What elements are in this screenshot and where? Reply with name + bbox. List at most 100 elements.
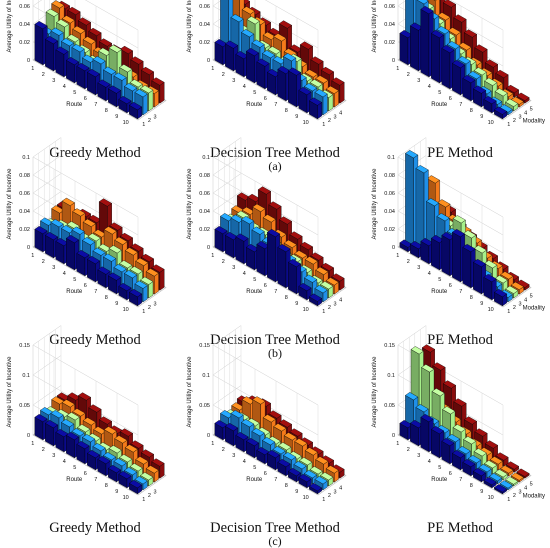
modality-tick-label: 1: [507, 309, 510, 315]
bar-m1-r9: [118, 470, 132, 489]
z-tick-label: 0.1: [202, 155, 210, 161]
bar-m1-r4: [65, 431, 80, 459]
bar-m1-r8: [107, 272, 122, 295]
bar-m4-r10: [510, 472, 524, 483]
modality-tick-label: 2: [513, 305, 516, 311]
modality-tick-label: 1: [322, 122, 325, 128]
bar-m3-r10: [505, 476, 519, 487]
route-tick-label: 5: [73, 465, 76, 471]
modality-tick-label: 1: [142, 122, 145, 128]
route-tick-label: 6: [449, 96, 452, 102]
panel-title: PE Method: [427, 145, 493, 161]
z-tick-label: 0: [27, 433, 30, 439]
bar-m1-r7: [97, 455, 111, 477]
z-tick-label: 0: [392, 58, 395, 64]
z-tick-label: 0.04: [384, 22, 395, 28]
bar-m1-r10: [493, 484, 508, 495]
bar-m1-r2: [224, 40, 239, 72]
modality-tick-label: 2: [328, 118, 331, 124]
modality-tick-label: 4: [524, 110, 527, 116]
z-tick-label: 0: [392, 433, 395, 439]
panel-title: Decision Tree Method: [210, 520, 340, 536]
z-axis-label: Average Utility of Incentive: [7, 0, 13, 52]
route-tick-label: 7: [274, 477, 277, 483]
route-tick-label: 3: [52, 265, 55, 271]
modality-tick-label: 1: [142, 309, 145, 315]
route-axis-label: Route: [246, 477, 263, 483]
bar-m1-r1: [34, 225, 48, 253]
route-axis-label: Route: [66, 477, 83, 483]
route-tick-label: 4: [63, 271, 66, 277]
route-tick-label: 7: [94, 289, 97, 295]
z-tick-label: 0.06: [384, 191, 395, 197]
route-tick-label: 1: [396, 253, 399, 259]
route-tick-label: 9: [115, 301, 118, 307]
route-tick-label: 8: [470, 295, 473, 301]
route-tick-label: 3: [232, 265, 235, 271]
z-tick-label: 0.02: [384, 227, 395, 233]
modality-tick-label: 2: [328, 493, 331, 499]
route-tick-label: 2: [222, 259, 225, 265]
chart-panel-c2: 0 0.05 0.1 0.15 Average Utility of Incentive…: [187, 325, 347, 536]
route-tick-label: 3: [232, 78, 235, 84]
bar-m1-r10: [308, 482, 323, 495]
route-tick-label: 4: [243, 84, 246, 90]
route-tick-label: 8: [285, 295, 288, 301]
route-tick-label: 10: [303, 495, 309, 501]
z-tick-label: 0.05: [199, 403, 210, 409]
bar-m1-r5: [256, 446, 270, 465]
route-tick-label: 2: [407, 447, 410, 453]
route-tick-label: 10: [488, 307, 494, 313]
route-tick-label: 4: [63, 84, 66, 90]
bar-m1-r9: [483, 95, 497, 114]
z-tick-label: 0.04: [19, 209, 30, 215]
route-tick-label: 6: [84, 283, 87, 289]
z-tick-label: 0: [207, 433, 210, 439]
z-tick-label: 0.15: [384, 343, 395, 349]
modality-tick-label: 5: [530, 481, 533, 487]
z-axis-label: Average Utility of Incentive: [372, 168, 378, 240]
route-tick-label: 5: [253, 277, 256, 283]
route-tick-label: 8: [105, 483, 108, 489]
z-tick-label: 0.08: [19, 173, 30, 179]
route-tick-label: 6: [449, 471, 452, 477]
route-tick-label: 9: [115, 114, 118, 120]
route-tick-label: 9: [480, 114, 483, 120]
z-tick-label: 0.15: [19, 343, 30, 349]
bar-m1-r10: [128, 288, 143, 307]
bar-series: [399, 150, 530, 307]
modality-tick-label: 2: [148, 118, 151, 124]
z-tick-label: 0.06: [19, 4, 30, 10]
panel-title: PE Method: [427, 520, 493, 536]
bar-m1-r10: [493, 288, 508, 307]
route-tick-label: 9: [480, 489, 483, 495]
modality-tick-label: 4: [524, 485, 527, 491]
route-tick-label: 9: [115, 489, 118, 495]
bar-series: [214, 395, 345, 495]
z-tick-label: 0.02: [384, 40, 395, 46]
z-tick-label: 0: [392, 245, 395, 251]
route-tick-label: 9: [295, 489, 298, 495]
route-tick-label: 2: [407, 72, 410, 78]
modality-tick-label: 2: [328, 305, 331, 311]
route-tick-label: 3: [232, 453, 235, 459]
chart-panel-c1: 0 0.05 0.1 0.15 Average Utility of Incentive…: [7, 325, 167, 536]
modality-tick-label: 3: [153, 114, 156, 120]
z-tick-label: 0.02: [199, 40, 210, 46]
modality-tick-label: 3: [333, 489, 336, 495]
modality-tick-label: 4: [339, 485, 342, 491]
z-axis-label: Average Utility of Incentive: [7, 356, 13, 428]
modality-tick-label: 5: [530, 106, 533, 112]
route-tick-label: 10: [303, 307, 309, 313]
modality-tick-label: 5: [530, 293, 533, 299]
modality-tick-label: 3: [153, 489, 156, 495]
route-axis-label: Route: [431, 289, 448, 295]
route-tick-label: 7: [459, 289, 462, 295]
panel-title: PE Method: [427, 332, 493, 348]
route-tick-label: 3: [417, 78, 420, 84]
modality-axis-label: Modality: [523, 118, 545, 124]
modality-tick-label: 1: [142, 497, 145, 503]
bar-series: [34, 392, 165, 495]
route-tick-label: 6: [84, 471, 87, 477]
